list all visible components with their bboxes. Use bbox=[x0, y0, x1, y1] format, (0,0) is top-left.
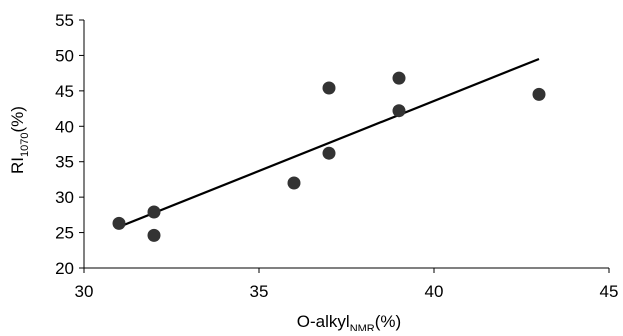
axes bbox=[83, 20, 609, 269]
x-tick-label: 35 bbox=[250, 282, 269, 301]
y-tick-label: 35 bbox=[55, 153, 74, 172]
data-point bbox=[322, 81, 336, 95]
y-axis-label-main: RI bbox=[8, 157, 27, 174]
y-tick-label: 20 bbox=[55, 259, 74, 278]
y-tick-label: 50 bbox=[55, 46, 74, 65]
y-axis-label: RI1070(%) bbox=[8, 106, 31, 174]
x-axis-label-sub: NMR bbox=[350, 323, 375, 331]
x-tick-label: 30 bbox=[75, 282, 94, 301]
data-point bbox=[392, 71, 406, 85]
x-axis-label-suffix: (%) bbox=[375, 312, 401, 331]
x-axis-label: O-alkylNMR(%) bbox=[297, 312, 401, 331]
ticks: 20 25 30 35 40 45 50 55 30 35 40 45 bbox=[55, 11, 618, 301]
y-axis-label-suffix: (%) bbox=[8, 106, 27, 132]
x-axis-label-main: O-alkyl bbox=[297, 312, 350, 331]
data-point bbox=[392, 104, 406, 118]
y-axis-label-sub: 1070 bbox=[19, 132, 31, 156]
y-tick-label: 40 bbox=[55, 117, 74, 136]
data-point bbox=[112, 216, 126, 230]
y-tick-label: 45 bbox=[55, 82, 74, 101]
data-point bbox=[287, 176, 301, 190]
y-tick-label: 55 bbox=[55, 11, 74, 30]
x-tick-label: 40 bbox=[425, 282, 444, 301]
data-point bbox=[532, 87, 546, 101]
y-tick-label: 30 bbox=[55, 188, 74, 207]
data-point bbox=[147, 205, 161, 219]
data-points bbox=[112, 71, 546, 242]
y-tick-label: 25 bbox=[55, 224, 74, 243]
x-tick-label: 45 bbox=[600, 282, 619, 301]
trendline bbox=[118, 57, 540, 228]
data-point bbox=[147, 228, 161, 242]
data-point bbox=[322, 146, 336, 160]
trendline-line bbox=[118, 57, 540, 228]
